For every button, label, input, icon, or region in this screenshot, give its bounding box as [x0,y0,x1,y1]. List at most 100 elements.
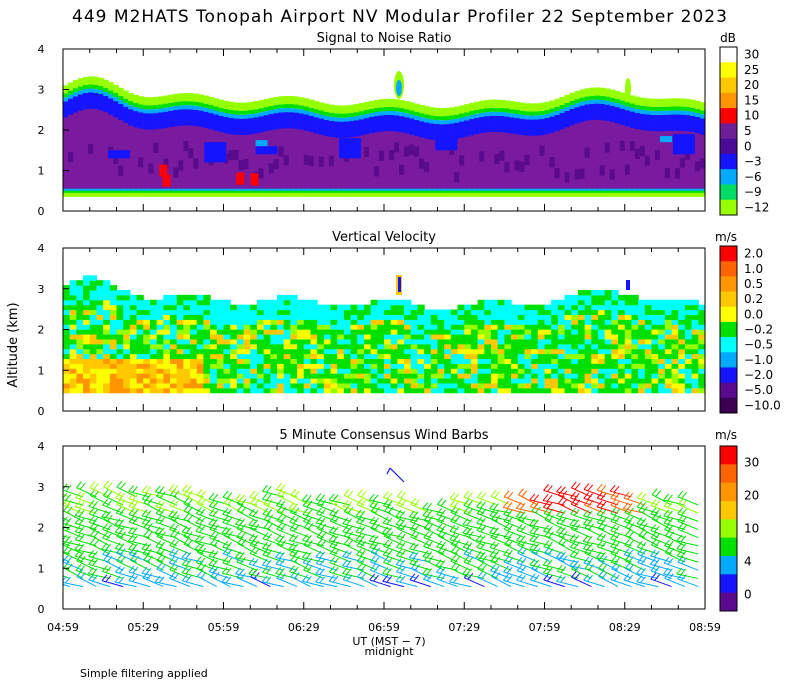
vv-cell [484,309,492,316]
wind-barb [503,490,525,506]
vv-cell [243,377,251,384]
vv-cell [551,343,559,350]
vv-cell [658,353,666,360]
vv-cell [243,353,251,360]
snr-cell [654,98,661,107]
snr-cell [479,190,485,197]
vv-cell [484,338,492,345]
vv-cell [464,377,472,384]
snr-cell [308,115,315,133]
vv-cell [638,358,646,364]
wind-barb [183,537,204,555]
vv-cell [290,304,298,311]
vv-cell [96,343,104,350]
snr-cell [63,97,69,102]
vv-cell [83,329,91,335]
vv-cell [250,353,258,360]
vv-cell [103,363,111,369]
vv-cell [196,294,205,301]
vv-cell [236,314,245,320]
snr-cell [389,150,395,161]
snr-cell [298,105,305,110]
snr-cell [118,190,124,197]
vv-cell [678,343,686,350]
vv-cell [96,387,104,394]
vv-cell [384,324,392,330]
colorbar-swatch [720,123,737,140]
vv-cell [183,304,191,311]
vv-cell [210,368,218,374]
wind-barb [410,522,432,539]
wind-barb [63,534,84,547]
snr-cell [188,101,195,106]
vv-cell [216,324,225,330]
vv-cell [270,338,278,345]
vv-cell [216,338,225,345]
vv-cell [644,368,653,374]
snr-cell [584,104,591,121]
vv-cell [671,348,679,355]
wind-barb [74,543,97,555]
vv-cell [123,319,131,325]
vv-cell [250,324,258,330]
vv-cell [290,319,298,325]
snr-cell [464,120,470,189]
vv-cell [591,373,599,379]
vv-cell [343,319,352,325]
vv-cell [123,382,131,389]
snr-cell [424,106,430,115]
vv-cell [136,387,144,394]
wind-barb [650,507,672,522]
vv-cell [571,343,579,350]
vv-cell [384,343,392,350]
vv-cell [216,377,225,384]
vv-cell [69,368,77,374]
wind-barb [369,573,391,588]
snr-cell [454,106,460,115]
vv-cell [557,368,566,374]
vv-cell [691,333,699,340]
snr-cell [499,107,505,113]
wind-barb [343,537,365,555]
vv-cell [323,304,332,311]
vv-cell [651,368,659,374]
snr-cell [368,112,375,118]
snr-cell [113,93,119,98]
snr-cell [699,114,705,119]
snr-cell [599,165,606,176]
snr-cell [233,190,240,197]
snr-cell [248,114,255,119]
vv-cell [511,329,519,335]
vv-cell [136,333,144,340]
snr-cell [524,119,531,189]
vv-cell [109,338,118,345]
vv-cell [698,382,705,389]
vv-cell [664,358,673,364]
snr-cell [233,149,240,160]
vv-cell [410,338,419,345]
vv-cell [343,358,352,364]
vv-cell [464,353,472,360]
wind-barb [449,499,472,514]
vv-cell [183,382,191,389]
vv-cell [638,368,646,374]
vv-cell [524,358,532,364]
vv-cell [537,368,546,374]
vv-cell [69,343,77,350]
x-axis-sublabel: midnight [364,645,414,658]
vv-cell [69,319,77,325]
vv-cell [464,314,472,320]
wind-barb [63,517,70,522]
vv-cell [377,319,385,325]
vv-cell [444,363,452,369]
snr-cell [173,110,179,127]
y-tick-label: 0 [38,205,45,218]
vv-cell [83,348,91,355]
vv-cell [123,368,131,374]
vv-cell [183,353,191,360]
snr-cell [288,104,295,109]
snr-cell [664,190,671,197]
wind-barb [382,548,405,563]
vv-cell [270,329,278,335]
wind-barb [249,547,271,563]
